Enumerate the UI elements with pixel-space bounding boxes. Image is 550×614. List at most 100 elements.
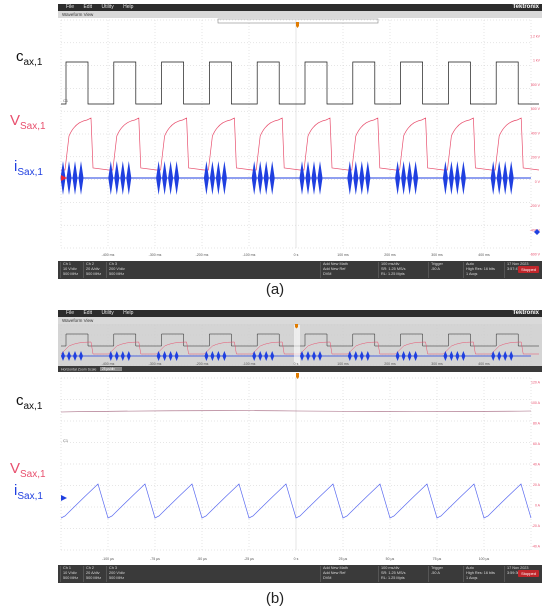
horizontal-settings[interactable]: 100 ms/div SR: 1.25 MS/s RL: 1.25 Mpts	[378, 566, 426, 582]
trigger-settings[interactable]: Trigger -50 A	[428, 262, 461, 278]
x-tick-label: -200 ms	[196, 253, 209, 257]
isax-burst	[353, 161, 359, 195]
isax-burst	[263, 161, 269, 195]
zoom-scale-field	[100, 367, 122, 371]
y-tick-label: 120 A	[531, 381, 541, 385]
waveform-view-title: Waveform View	[62, 12, 94, 17]
y-tick-label: 60 A	[533, 442, 541, 446]
overview-tick-label: 0 s	[294, 362, 299, 366]
isax-burst	[454, 161, 460, 195]
overview-isax-burst	[67, 351, 71, 361]
menu-utility[interactable]: Utility	[101, 4, 114, 10]
isax-burst	[496, 161, 502, 195]
ch1-marker: C1	[63, 98, 69, 103]
isax-burst	[168, 161, 174, 195]
waveform-view-bar: Waveform View	[58, 317, 542, 324]
menu-help[interactable]: Help	[123, 4, 134, 10]
add-new-buttons[interactable]: Add New Math Add New Ref DVM	[320, 262, 373, 278]
trigger-marker-icon	[296, 22, 299, 28]
x-tick-label: -75 µs	[150, 557, 160, 561]
horizontal-settings[interactable]: 100 ms/div SR: 1.25 MS/s RL: 1.25 Mpts	[378, 262, 426, 278]
menu-help[interactable]: Help	[123, 310, 134, 316]
overview-isax-burst	[61, 351, 65, 361]
ch3-settings[interactable]: Ch 3 200 V/div 500 MHz	[106, 262, 129, 278]
overview-tick-label: -300 ms	[149, 362, 162, 366]
isax-burst	[460, 161, 466, 195]
x-tick-label: -100 ms	[243, 253, 256, 257]
add-new-buttons[interactable]: Add New Math Add New Ref DVM	[320, 566, 373, 582]
ch3-settings[interactable]: Ch 3 200 V/div 500 MHz	[106, 566, 129, 582]
acquisition-settings[interactable]: Auto High Res: 16 bits 1 Acqs	[463, 566, 504, 582]
overview-isax-burst	[156, 351, 161, 361]
menu-utility[interactable]: Utility	[101, 310, 114, 316]
stopped-badge[interactable]: Stopped	[518, 266, 539, 273]
waveform-view-bar: Waveform View	[58, 11, 542, 18]
overview-isax-burst	[461, 351, 466, 361]
overview-isax-burst	[300, 351, 304, 361]
isax-burst	[413, 161, 419, 195]
isax-burst	[203, 161, 209, 195]
menu-edit[interactable]: Edit	[83, 4, 93, 10]
offset-marker-icon	[534, 229, 540, 235]
ch1-marker: C1	[63, 438, 69, 443]
isax-burst	[407, 161, 413, 195]
overview-isax-burst	[503, 351, 508, 361]
y-tick-label: 0 V	[535, 180, 541, 184]
overview-isax-burst	[306, 351, 310, 361]
ch1-settings[interactable]: Ch 1 10 V/div 500 MHz	[60, 262, 81, 278]
isax-burst	[78, 161, 84, 195]
overview-isax-burst	[449, 351, 454, 361]
overview-isax-burst	[252, 351, 257, 361]
overview-isax-burst	[407, 351, 412, 361]
isax-burst	[162, 161, 168, 195]
ch1-settings[interactable]: Ch 1 10 V/div 500 MHz	[60, 566, 81, 582]
menu-edit[interactable]: Edit	[83, 310, 93, 316]
menu-file[interactable]: File	[66, 4, 75, 10]
stopped-badge[interactable]: Stopped	[518, 570, 539, 577]
overview-isax-burst	[509, 351, 514, 361]
zoom-screen[interactable]: C1 120 A 100 A 80 A 60 A 40 A 20 A 0 A -20 A -40 …	[58, 372, 542, 565]
bottom-status-bar: Ch 1 10 V/div 500 MHz Ch 2 20 A/div 500 MHz …	[58, 565, 542, 583]
isax-burst	[215, 161, 221, 195]
isax-burst	[108, 161, 114, 195]
isax-burst	[72, 161, 78, 195]
x-tick-label: -100 µs	[102, 557, 114, 561]
overview-isax-burst	[365, 351, 370, 361]
overview-tick-label: 100 ms	[337, 362, 349, 366]
isax-burst	[174, 161, 180, 195]
isax-burst	[395, 161, 401, 195]
overview-isax-burst	[497, 351, 502, 361]
y-tick-label: 40 A	[533, 463, 541, 467]
trigger-settings[interactable]: Trigger -50 A	[428, 566, 461, 582]
overview-screen[interactable]: -400 ms -300 ms -200 ms -100 ms 0 s 100 ms 200…	[58, 324, 542, 372]
isax-burst	[221, 161, 227, 195]
label-cax-b: cax,1	[16, 392, 43, 412]
x-tick-label: 100 ms	[337, 253, 349, 257]
label-isax-b: iSax,1	[14, 482, 43, 502]
ch2-settings[interactable]: Ch 2 20 A/div 500 MHz	[83, 262, 104, 278]
brand-logo: Tektronix	[512, 310, 539, 316]
overview-isax-burst	[312, 351, 316, 361]
acquisition-settings[interactable]: Auto High Res: 16 bits 1 Acqs	[463, 262, 504, 278]
overview-isax-burst	[174, 351, 179, 361]
y-tick-label: 20 A	[533, 483, 541, 487]
isax-burst	[448, 161, 454, 195]
isax-burst	[126, 161, 132, 195]
ch2-settings[interactable]: Ch 2 20 A/div 500 MHz	[83, 566, 104, 582]
overview-isax-burst	[264, 351, 269, 361]
label-cax-a: cax,1	[16, 48, 43, 68]
isax-burst	[508, 161, 514, 195]
overview-isax-burst	[79, 351, 83, 361]
isax-burst	[359, 161, 365, 195]
overview-isax-burst	[108, 351, 113, 361]
label-vsax-b: VSax,1	[10, 460, 46, 480]
y-tick-label: 400 V	[531, 131, 541, 135]
menu-file[interactable]: File	[66, 310, 75, 316]
overview-isax-burst	[162, 351, 167, 361]
isax-burst	[490, 161, 496, 195]
x-tick-label: -25 µs	[244, 557, 254, 561]
y-tick-label: 80 A	[533, 422, 541, 426]
y-tick-label: 200 V	[531, 156, 541, 160]
waveform-screen[interactable]: C1 1.2 kV 1 kV 800 V 600 V 400 V 200 V 0 V -200 …	[58, 18, 542, 261]
isax-burst	[305, 161, 311, 195]
